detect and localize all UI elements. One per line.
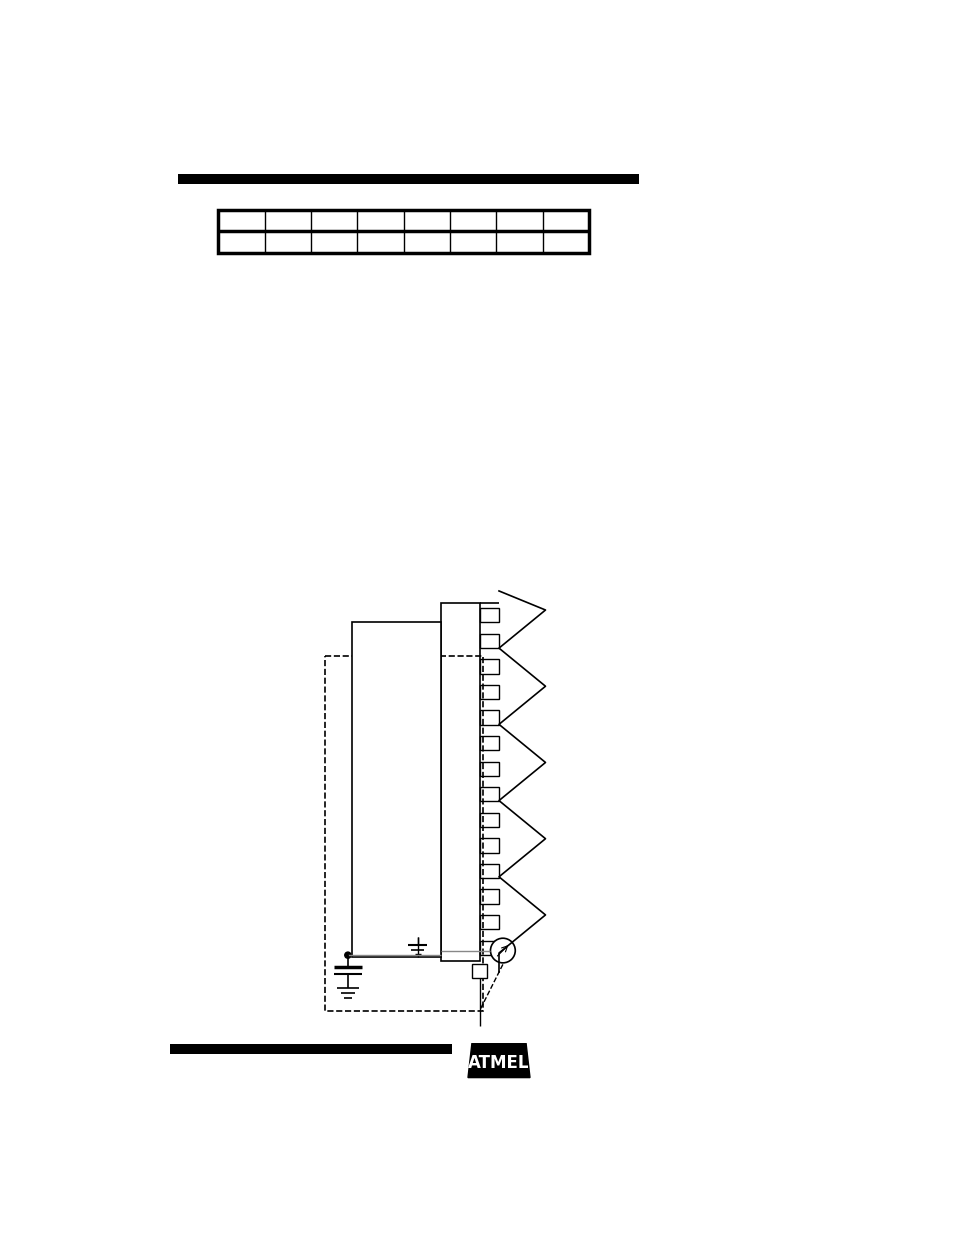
Bar — [171, 1044, 452, 1053]
Bar — [479, 736, 498, 751]
Bar — [324, 656, 483, 1010]
Bar — [178, 174, 638, 184]
Circle shape — [344, 952, 351, 958]
Text: ATMEL: ATMEL — [468, 1053, 529, 1072]
Polygon shape — [468, 1044, 530, 1078]
Bar — [479, 863, 498, 878]
Bar — [218, 210, 588, 253]
Bar — [472, 965, 487, 978]
Bar — [479, 634, 498, 648]
Bar — [479, 941, 498, 955]
Bar — [479, 710, 498, 725]
Bar — [352, 621, 440, 957]
Bar — [479, 762, 498, 776]
Bar — [479, 813, 498, 827]
Bar — [479, 787, 498, 802]
Bar — [479, 685, 498, 699]
Bar — [479, 915, 498, 930]
Bar — [479, 608, 498, 622]
Bar — [479, 659, 498, 673]
Circle shape — [490, 939, 515, 963]
Bar — [479, 889, 498, 904]
Bar — [440, 603, 479, 961]
Bar — [479, 839, 498, 852]
